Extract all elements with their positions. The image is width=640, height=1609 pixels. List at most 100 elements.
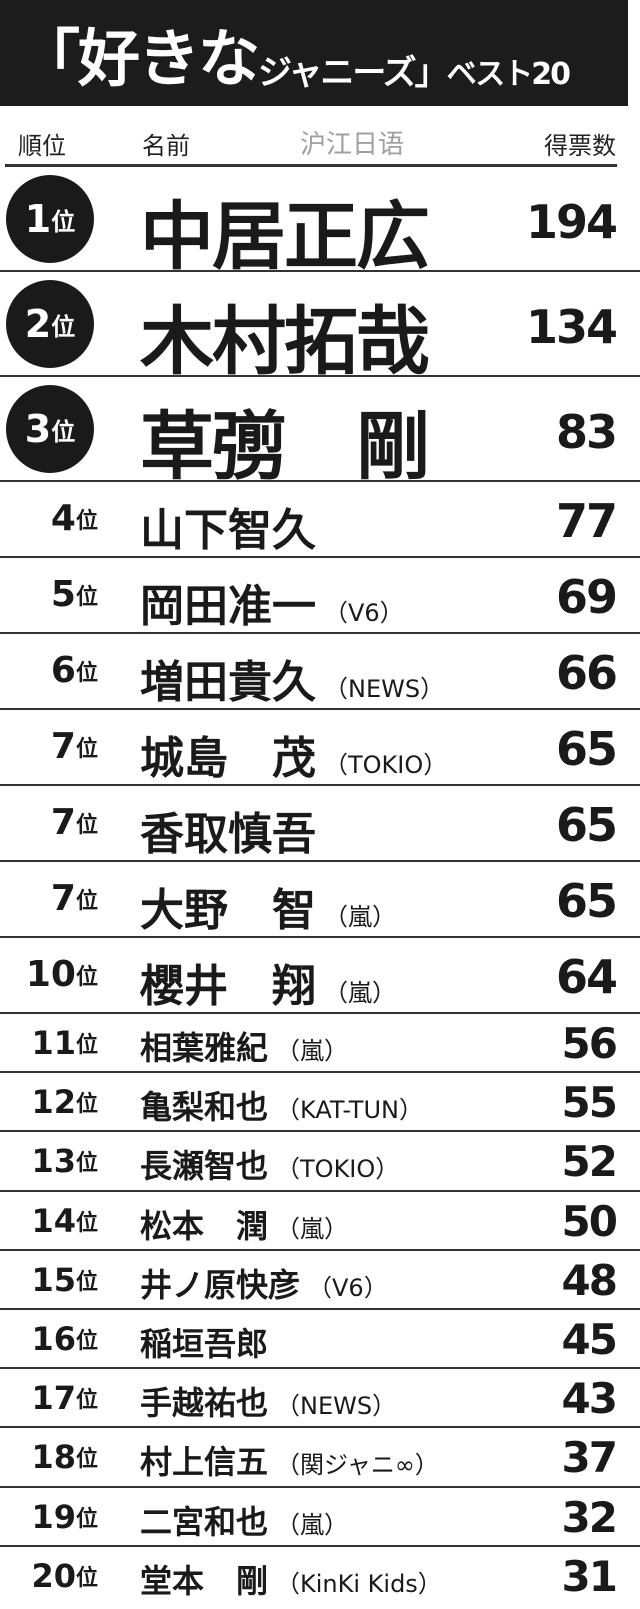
- rank-suffix: 位: [51, 417, 76, 446]
- rank-suffix: 位: [75, 1269, 98, 1295]
- table-row: 20 位 堂本 剛（KinKi Kids） 31: [0, 1547, 640, 1606]
- rank-suffix: 位: [75, 1447, 98, 1473]
- group-name: （嵐）: [276, 1510, 349, 1539]
- rank-badge: 13 位: [8, 1142, 98, 1180]
- member-name-cell: 相葉雅紀 （嵐）: [140, 1023, 348, 1069]
- group-name: （V6）: [308, 1273, 388, 1302]
- member-name-cell: 中居正広: [140, 177, 430, 284]
- table-row: 7 位 香取慎吾 65: [0, 786, 640, 862]
- rank-number: 4: [50, 498, 76, 539]
- member-name-cell: 堂本 剛（KinKi Kids）: [140, 1556, 442, 1602]
- table-row: 2 位 木村拓哉 134: [0, 272, 640, 385]
- member-name: 村上信五: [140, 1443, 269, 1482]
- member-name-cell: 木村拓哉: [140, 282, 430, 389]
- member-name: 大野 智: [140, 885, 316, 936]
- rank-number: 17: [31, 1379, 76, 1418]
- column-header: 順位 名前 得票数: [0, 110, 640, 166]
- vote-count: 64: [555, 950, 618, 1004]
- title-main: 好きな: [78, 22, 260, 95]
- member-name: 木村拓哉: [140, 299, 430, 385]
- rank-number: 3: [24, 407, 52, 451]
- member-name-cell: 亀梨和也 （KAT-TUN）: [140, 1082, 423, 1128]
- rank-badge: 11 位: [8, 1024, 98, 1062]
- member-name-cell: 松本 潤（嵐）: [140, 1201, 348, 1247]
- vote-count: 56: [561, 1019, 618, 1068]
- member-name: 二宮和也: [140, 1502, 269, 1541]
- rank-number: 6: [50, 650, 76, 691]
- table-row: 19 位 二宮和也 （嵐） 32: [0, 1488, 640, 1547]
- group-name: （関ジャニ∞）: [276, 1451, 439, 1480]
- title-johnnys: ジャニーズ: [258, 53, 417, 93]
- member-name-cell: 岡田准一 （V6）: [140, 570, 404, 634]
- member-name: 増田貴久: [140, 657, 316, 708]
- column-rank: 順位: [18, 132, 66, 160]
- table-row: 4 位 山下智久 77: [0, 482, 640, 558]
- rank-suffix: 位: [75, 508, 98, 534]
- table-row: 6 位 増田貴久 （NEWS） 66: [0, 634, 640, 710]
- table-row: 17 位 手越祐也 （NEWS） 43: [0, 1369, 640, 1429]
- title-suffix: ベスト20: [446, 57, 571, 92]
- member-name-cell: 大野 智 （嵐）: [140, 874, 396, 938]
- rank-suffix: 位: [75, 660, 98, 686]
- member-name-cell: 手越祐也 （NEWS）: [140, 1378, 396, 1424]
- rank-number: 5: [50, 574, 76, 615]
- table-row: 12 位 亀梨和也 （KAT-TUN） 55: [0, 1073, 640, 1133]
- vote-count: 52: [561, 1137, 618, 1187]
- rank-suffix: 位: [51, 312, 76, 341]
- table-row: 14 位 松本 潤（嵐） 50: [0, 1192, 640, 1251]
- vote-count: 77: [555, 494, 618, 548]
- rank-number: 16: [31, 1320, 76, 1358]
- group-name: （V6）: [324, 599, 404, 627]
- rank-suffix: 位: [75, 812, 98, 838]
- rank-suffix: 位: [75, 1565, 98, 1591]
- table-row: 18 位 村上信五 （関ジャニ∞） 37: [0, 1428, 640, 1488]
- member-name-cell: 櫻井 翔 （嵐）: [140, 950, 396, 1014]
- rank-suffix: 位: [75, 964, 98, 990]
- member-name: 長瀬智也: [140, 1147, 269, 1186]
- watermark: 沪江日语: [300, 130, 405, 160]
- vote-count: 134: [525, 300, 618, 354]
- rank-badge: 17 位: [8, 1379, 98, 1417]
- table-row: 7 位 大野 智 （嵐） 65: [0, 862, 640, 938]
- vote-count: 32: [561, 1492, 618, 1542]
- rank-number: 18: [31, 1438, 76, 1477]
- member-name-cell: 長瀬智也 （TOKIO）: [140, 1141, 399, 1187]
- rank-number: 2: [24, 302, 52, 346]
- rank-number: 10: [25, 954, 76, 995]
- vote-count: 65: [555, 874, 618, 928]
- table-row: 10 位 櫻井 翔 （嵐） 64: [0, 938, 640, 1014]
- vote-count: 37: [561, 1433, 618, 1483]
- vote-count: 45: [561, 1315, 618, 1364]
- vote-count: 69: [555, 570, 618, 624]
- group-name: （NEWS）: [324, 675, 445, 703]
- member-name-cell: 稲垣吾郎: [140, 1319, 268, 1365]
- table-row: 3 位草彅 剛 83: [0, 377, 640, 490]
- title-close-bracket: 」: [414, 53, 449, 93]
- vote-count: 65: [555, 722, 618, 776]
- rank-suffix: 位: [75, 1506, 98, 1532]
- vote-count: 48: [561, 1255, 618, 1305]
- group-name: （嵐）: [276, 1037, 349, 1065]
- header-rule: [5, 164, 617, 167]
- rank-badge: 20 位: [8, 1557, 98, 1595]
- vote-count: 66: [555, 646, 618, 700]
- member-name: 相葉雅紀: [140, 1029, 269, 1067]
- member-name: 草彅 剛: [140, 404, 430, 490]
- rank-number: 7: [50, 726, 76, 767]
- member-name-cell: 城島 茂 （TOKIO）: [140, 722, 447, 786]
- rank-badge: 12 位: [8, 1083, 98, 1121]
- rank-suffix: 位: [51, 207, 76, 236]
- member-name: 稲垣吾郎: [140, 1325, 269, 1363]
- rank-number: 7: [50, 878, 76, 919]
- member-name: 堂本 剛: [140, 1561, 269, 1600]
- rank-number: 13: [31, 1142, 76, 1181]
- member-name-cell: 井ノ原快彦 （V6）: [140, 1260, 388, 1306]
- rank-number: 7: [50, 802, 76, 843]
- member-name-cell: 山下智久: [140, 494, 316, 558]
